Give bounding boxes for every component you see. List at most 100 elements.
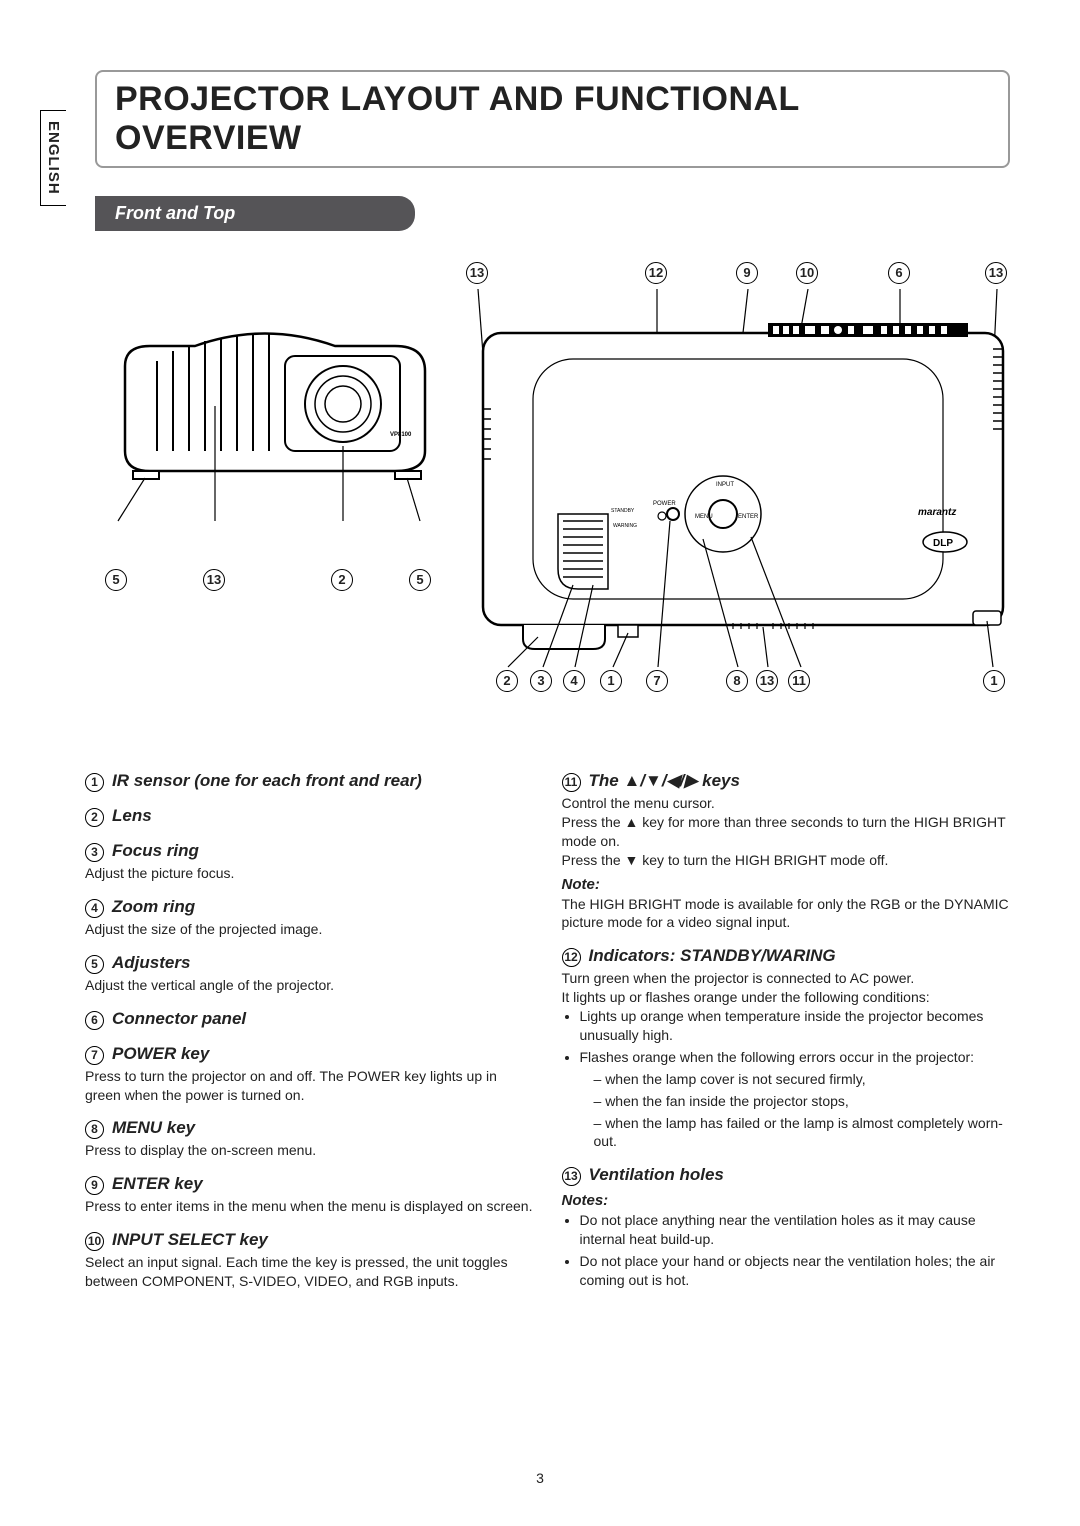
ind-bullet-1: Flashes orange when the following errors…	[580, 1048, 1011, 1067]
arrow-line-1: Press the ▲ key for more than three seco…	[562, 813, 1011, 851]
right-column: 11 The ▲/▼/◀/▶ keys Control the menu curs…	[562, 771, 1011, 1305]
page-title-block: PROJECTOR LAYOUT AND FUNCTIONAL OVERVIEW	[95, 70, 1010, 168]
language-tab: ENGLISH	[40, 110, 66, 206]
item-9: 9 ENTER key Press to enter items in the m…	[85, 1174, 534, 1216]
item-title-2: Lens	[112, 806, 152, 826]
item-title-10: INPUT SELECT key	[112, 1230, 268, 1250]
item-num-5: 5	[85, 955, 104, 974]
section-label: Front and Top	[95, 196, 415, 231]
page-number: 3	[0, 1470, 1080, 1486]
svg-text:DLP: DLP	[933, 538, 953, 549]
description-columns: 1 IR sensor (one for each front and rear)…	[85, 771, 1010, 1305]
callout-3: 3	[530, 670, 552, 692]
diagram-top-view: 13 12 9 10 6 13	[463, 261, 1018, 701]
notes-head-13: Notes:	[562, 1192, 1011, 1209]
front-view-svg: VP8100	[95, 306, 445, 536]
left-column: 1 IR sensor (one for each front and rear)…	[85, 771, 534, 1305]
item-body-3: Adjust the picture focus.	[85, 864, 534, 883]
item-title-11: The ▲/▼/◀/▶ keys	[589, 771, 740, 791]
item-4: 4Zoom ring Adjust the size of the projec…	[85, 897, 534, 939]
item-num-1: 1	[85, 773, 104, 792]
svg-text:VP8100: VP8100	[390, 432, 412, 438]
note-body-11: The HIGH BRIGHT mode is available for on…	[562, 895, 1011, 933]
item-13: 13Ventilation holes Notes: Do not place …	[562, 1165, 1011, 1290]
callout-10: 10	[796, 262, 818, 284]
arrow-line-2: Press the ▼ key to turn the HIGH BRIGHT …	[562, 851, 1011, 870]
svg-text:ENTER: ENTER	[738, 514, 759, 520]
ind-line-1: It lights up or flashes orange under the…	[562, 988, 1011, 1007]
diagram-row: VP8100 5 13 2 5 13 12 9 10 6 13	[95, 261, 1010, 701]
top-view-svg: INPUT MENU ENTER POWER STANDBY WARNING m…	[463, 289, 1018, 669]
item-body-10: Select an input signal. Each time the ke…	[85, 1253, 534, 1291]
callout-13b: 13	[466, 262, 488, 284]
item-12: 12 Indicators: STANDBY/WARING Turn green …	[562, 946, 1011, 1151]
item-body-5: Adjust the vertical angle of the project…	[85, 976, 534, 995]
page-title: PROJECTOR LAYOUT AND FUNCTIONAL OVERVIEW	[115, 80, 990, 158]
callout-8: 8	[726, 670, 748, 692]
item-body-11: Control the menu cursor. Press the ▲ key…	[562, 794, 1011, 870]
item-body-7: Press to turn the projector on and off. …	[85, 1067, 534, 1105]
item-num-7: 7	[85, 1046, 104, 1065]
item-11: 11 The ▲/▼/◀/▶ keys Control the menu curs…	[562, 771, 1011, 932]
item-title-1: IR sensor (one for each front and rear)	[112, 771, 422, 791]
item-num-12: 12	[562, 948, 581, 967]
svg-text:STANDBY: STANDBY	[611, 508, 635, 514]
ind-line-0: Turn green when the projector is connect…	[562, 969, 1011, 988]
item-title-7: POWER key	[112, 1044, 209, 1064]
callout-13d: 13	[756, 670, 778, 692]
ind-dash-0: when the lamp cover is not secured firml…	[594, 1070, 1011, 1089]
note-head-11: Note:	[562, 876, 1011, 893]
callout-6: 6	[888, 262, 910, 284]
svg-text:marantz: marantz	[918, 507, 956, 518]
item-2: 2 Lens	[85, 806, 534, 827]
item-num-9: 9	[85, 1176, 104, 1195]
item-8: 8MENU key Press to display the on-screen…	[85, 1118, 534, 1160]
manual-page: ENGLISH PROJECTOR LAYOUT AND FUNCTIONAL …	[0, 0, 1080, 1526]
item-title-5: Adjusters	[112, 953, 190, 973]
item-1: 1 IR sensor (one for each front and rear)	[85, 771, 534, 792]
indicators-dashes: when the lamp cover is not secured firml…	[562, 1070, 1011, 1152]
svg-text:WARNING: WARNING	[613, 523, 637, 529]
ind-dash-1: when the fan inside the projector stops,	[594, 1092, 1011, 1111]
item-num-13: 13	[562, 1167, 581, 1186]
callout-2a: 2	[331, 569, 353, 591]
item-num-3: 3	[85, 843, 104, 862]
arrow-line-0: Control the menu cursor.	[562, 794, 1011, 813]
item-5: 5 Adjusters Adjust the vertical angle of …	[85, 953, 534, 995]
item-num-4: 4	[85, 899, 104, 918]
item-3: 3 Focus ring Adjust the picture focus.	[85, 841, 534, 883]
callout-12: 12	[645, 262, 667, 284]
item-body-12: Turn green when the projector is connect…	[562, 969, 1011, 1007]
callout-7: 7	[646, 670, 668, 692]
svg-text:POWER: POWER	[653, 501, 676, 507]
item-body-4: Adjust the size of the projected image.	[85, 920, 534, 939]
diagram-front-view: VP8100 5 13 2 5	[95, 306, 445, 606]
item-10: 10 INPUT SELECT key Select an input signa…	[85, 1230, 534, 1291]
callout-9: 9	[736, 262, 758, 284]
callout-5a: 5	[105, 569, 127, 591]
item-num-8: 8	[85, 1120, 104, 1139]
item-title-3: Focus ring	[112, 841, 199, 861]
callout-1a: 1	[600, 670, 622, 692]
item-num-2: 2	[85, 808, 104, 827]
item-title-9: ENTER key	[112, 1174, 203, 1194]
callout-1b: 1	[983, 670, 1005, 692]
item-num-11: 11	[562, 773, 581, 792]
item-num-10: 10	[85, 1232, 104, 1251]
callout-13c: 13	[985, 262, 1007, 284]
item-body-9: Press to enter items in the menu when th…	[85, 1197, 534, 1216]
item-title-8: MENU key	[112, 1118, 195, 1138]
item-num-6: 6	[85, 1011, 104, 1030]
callout-4: 4	[563, 670, 585, 692]
callout-13a: 13	[203, 569, 225, 591]
indicators-bullets: Lights up orange when temperature inside…	[562, 1007, 1011, 1067]
svg-text:INPUT: INPUT	[716, 482, 734, 488]
item-6: 6Connector panel	[85, 1009, 534, 1030]
ind-dash-2: when the lamp has failed or the lamp is …	[594, 1114, 1011, 1152]
callout-11: 11	[788, 670, 810, 692]
callout-5b: 5	[409, 569, 431, 591]
item-7: 7 POWER key Press to turn the projector o…	[85, 1044, 534, 1105]
item-title-12: Indicators: STANDBY/WARING	[589, 946, 836, 966]
svg-text:MENU: MENU	[695, 514, 713, 520]
vent-bullets: Do not place anything near the ventilati…	[562, 1211, 1011, 1290]
